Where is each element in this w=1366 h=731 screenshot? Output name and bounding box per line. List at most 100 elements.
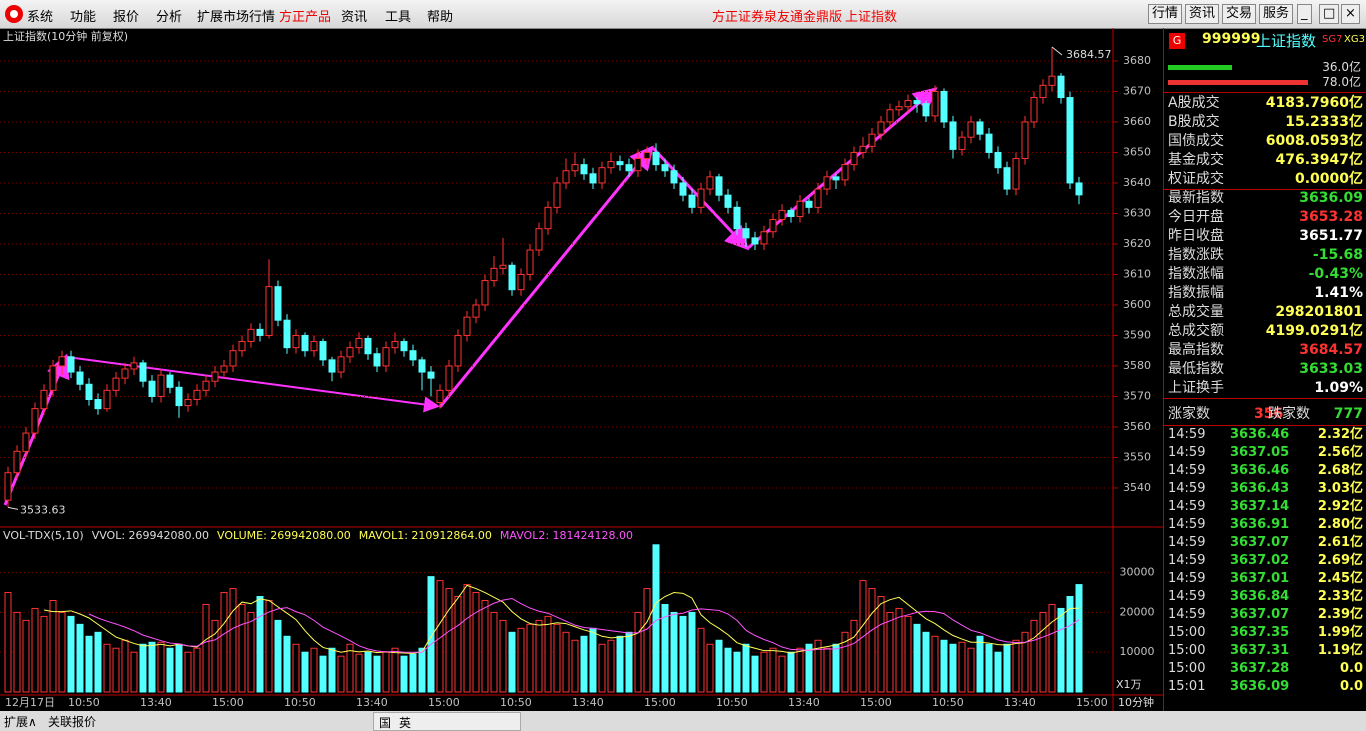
volume-bar [985, 643, 993, 693]
volume-bar [139, 643, 147, 693]
volume-bar [508, 631, 516, 693]
ime-toolbar: 国英 [373, 712, 521, 731]
window-control[interactable]: _ [1297, 4, 1312, 24]
stat-row: 基金成交 476.3947亿 [1168, 151, 1363, 170]
volume-bar [517, 627, 525, 693]
tick-row: 14:59 3637.07 2.39亿 [1168, 606, 1363, 624]
volume-bar [562, 631, 570, 693]
volume-bar [1075, 584, 1083, 693]
tick-time: 14:59 [1168, 517, 1206, 532]
candle-body [859, 145, 867, 153]
candle-body [994, 151, 1002, 169]
candle-body [382, 347, 390, 367]
candle-body [22, 432, 30, 452]
stat-label: 今日开盘 [1168, 209, 1224, 225]
candle-body [634, 158, 642, 172]
candle-body [715, 176, 723, 196]
candle-body [877, 121, 885, 135]
menu-item[interactable]: 系统 [27, 10, 54, 25]
toolbar-button[interactable]: 行情 [1148, 4, 1183, 24]
candle-body [724, 194, 732, 208]
volume-bar [796, 647, 804, 693]
separator [1164, 398, 1366, 399]
volume-bar [904, 615, 912, 693]
volume-bar [391, 647, 399, 693]
stat-label: 上证换手 [1168, 380, 1224, 396]
menu-item[interactable]: 报价 [113, 10, 140, 25]
volume-bar [724, 647, 732, 693]
legend-entry: MAVOL1: 210912864.00 [359, 529, 492, 542]
volume-bar [661, 603, 669, 693]
toolbar-button[interactable]: 交易 [1222, 4, 1257, 24]
ime-button[interactable]: 英 [399, 716, 412, 730]
stat-row: B股成交 15.2333亿 [1168, 113, 1363, 132]
tick-price: 3636.09 [1230, 679, 1290, 694]
candle-body [400, 341, 408, 352]
candle-body [607, 161, 615, 169]
menu-item[interactable]: 分析 [156, 10, 183, 25]
ime-button[interactable]: 国 [379, 716, 392, 730]
toolbar-button[interactable]: 资讯 [1185, 4, 1220, 24]
volume-bar [589, 627, 597, 693]
tick-row: 14:59 3636.91 2.80亿 [1168, 516, 1363, 534]
candle-body [247, 328, 255, 343]
tag: SG7 [1322, 34, 1343, 45]
menu-item[interactable]: 资讯 [341, 10, 368, 25]
volume-bar [580, 635, 588, 693]
tick-volume: 0.0 [1339, 661, 1363, 676]
volume-bar [706, 643, 714, 693]
tick-volume: 0.0 [1339, 679, 1363, 694]
tick-price: 3637.07 [1230, 535, 1290, 550]
volume-bar [454, 596, 462, 693]
volume-bar [832, 643, 840, 693]
candle-body [373, 353, 381, 367]
candle-body [931, 90, 939, 117]
x-tick-label: 15:00 [860, 696, 892, 709]
tick-price: 3637.02 [1230, 553, 1290, 568]
volume-bar [76, 623, 84, 693]
ma-line [88, 597, 1080, 653]
candle-body [625, 164, 633, 172]
candle-body [211, 371, 219, 382]
candle-body [598, 167, 606, 184]
volume-bar [697, 627, 705, 693]
tick-row: 15:00 3637.35 1.99亿 [1168, 624, 1363, 642]
volume-bar [373, 655, 381, 693]
tick-time: 14:59 [1168, 607, 1206, 622]
volume-bar [166, 647, 174, 693]
volume-bar [292, 643, 300, 693]
stat-row: 今日开盘 3653.28 [1168, 208, 1363, 227]
toolbar-button[interactable]: 服务 [1259, 4, 1294, 24]
menu-item[interactable]: 扩展市场行情 [197, 10, 276, 25]
menu-item[interactable]: 帮助 [427, 10, 454, 25]
volume-bar [940, 639, 948, 693]
candle-body [238, 341, 246, 352]
window-control[interactable]: × [1341, 4, 1360, 24]
window-control[interactable]: □ [1319, 4, 1340, 24]
volume-bar [814, 639, 822, 693]
bottom-button[interactable]: 关联报价 [48, 715, 97, 729]
volume-bar [877, 596, 885, 693]
volume-bar [58, 611, 66, 693]
volume-bar [355, 653, 363, 693]
tick-price: 3636.46 [1230, 463, 1290, 478]
stat-value: 1.09% [1314, 380, 1363, 396]
menu-item[interactable]: 功能 [70, 10, 97, 25]
candle-body [31, 408, 39, 434]
legend-entry: VOL-TDX(5,10) [3, 529, 84, 542]
candle-body [193, 389, 201, 401]
quote-panel: G 999999 上证指数 SG7 XG3 36.0亿 78.0亿 A股成交 4183.7960… [1163, 28, 1366, 731]
menu-item[interactable]: 工具 [385, 10, 412, 25]
stat-value: 6008.0593亿 [1265, 133, 1363, 149]
bottom-button[interactable]: 扩展∧ [4, 715, 37, 729]
volume-bar [94, 631, 102, 693]
separator [1164, 92, 1366, 93]
y-tick-label: 3540 [1123, 481, 1151, 494]
up-count: 356 [1254, 406, 1284, 422]
stock-code: 999999 [1202, 31, 1261, 47]
volume-bar [886, 611, 894, 693]
menu-item[interactable]: 方正产品 [279, 10, 332, 25]
x-tick-label: 13:40 [788, 696, 820, 709]
volume-bar [427, 576, 435, 693]
stat-row: 最高指数 3684.57 [1168, 341, 1363, 360]
